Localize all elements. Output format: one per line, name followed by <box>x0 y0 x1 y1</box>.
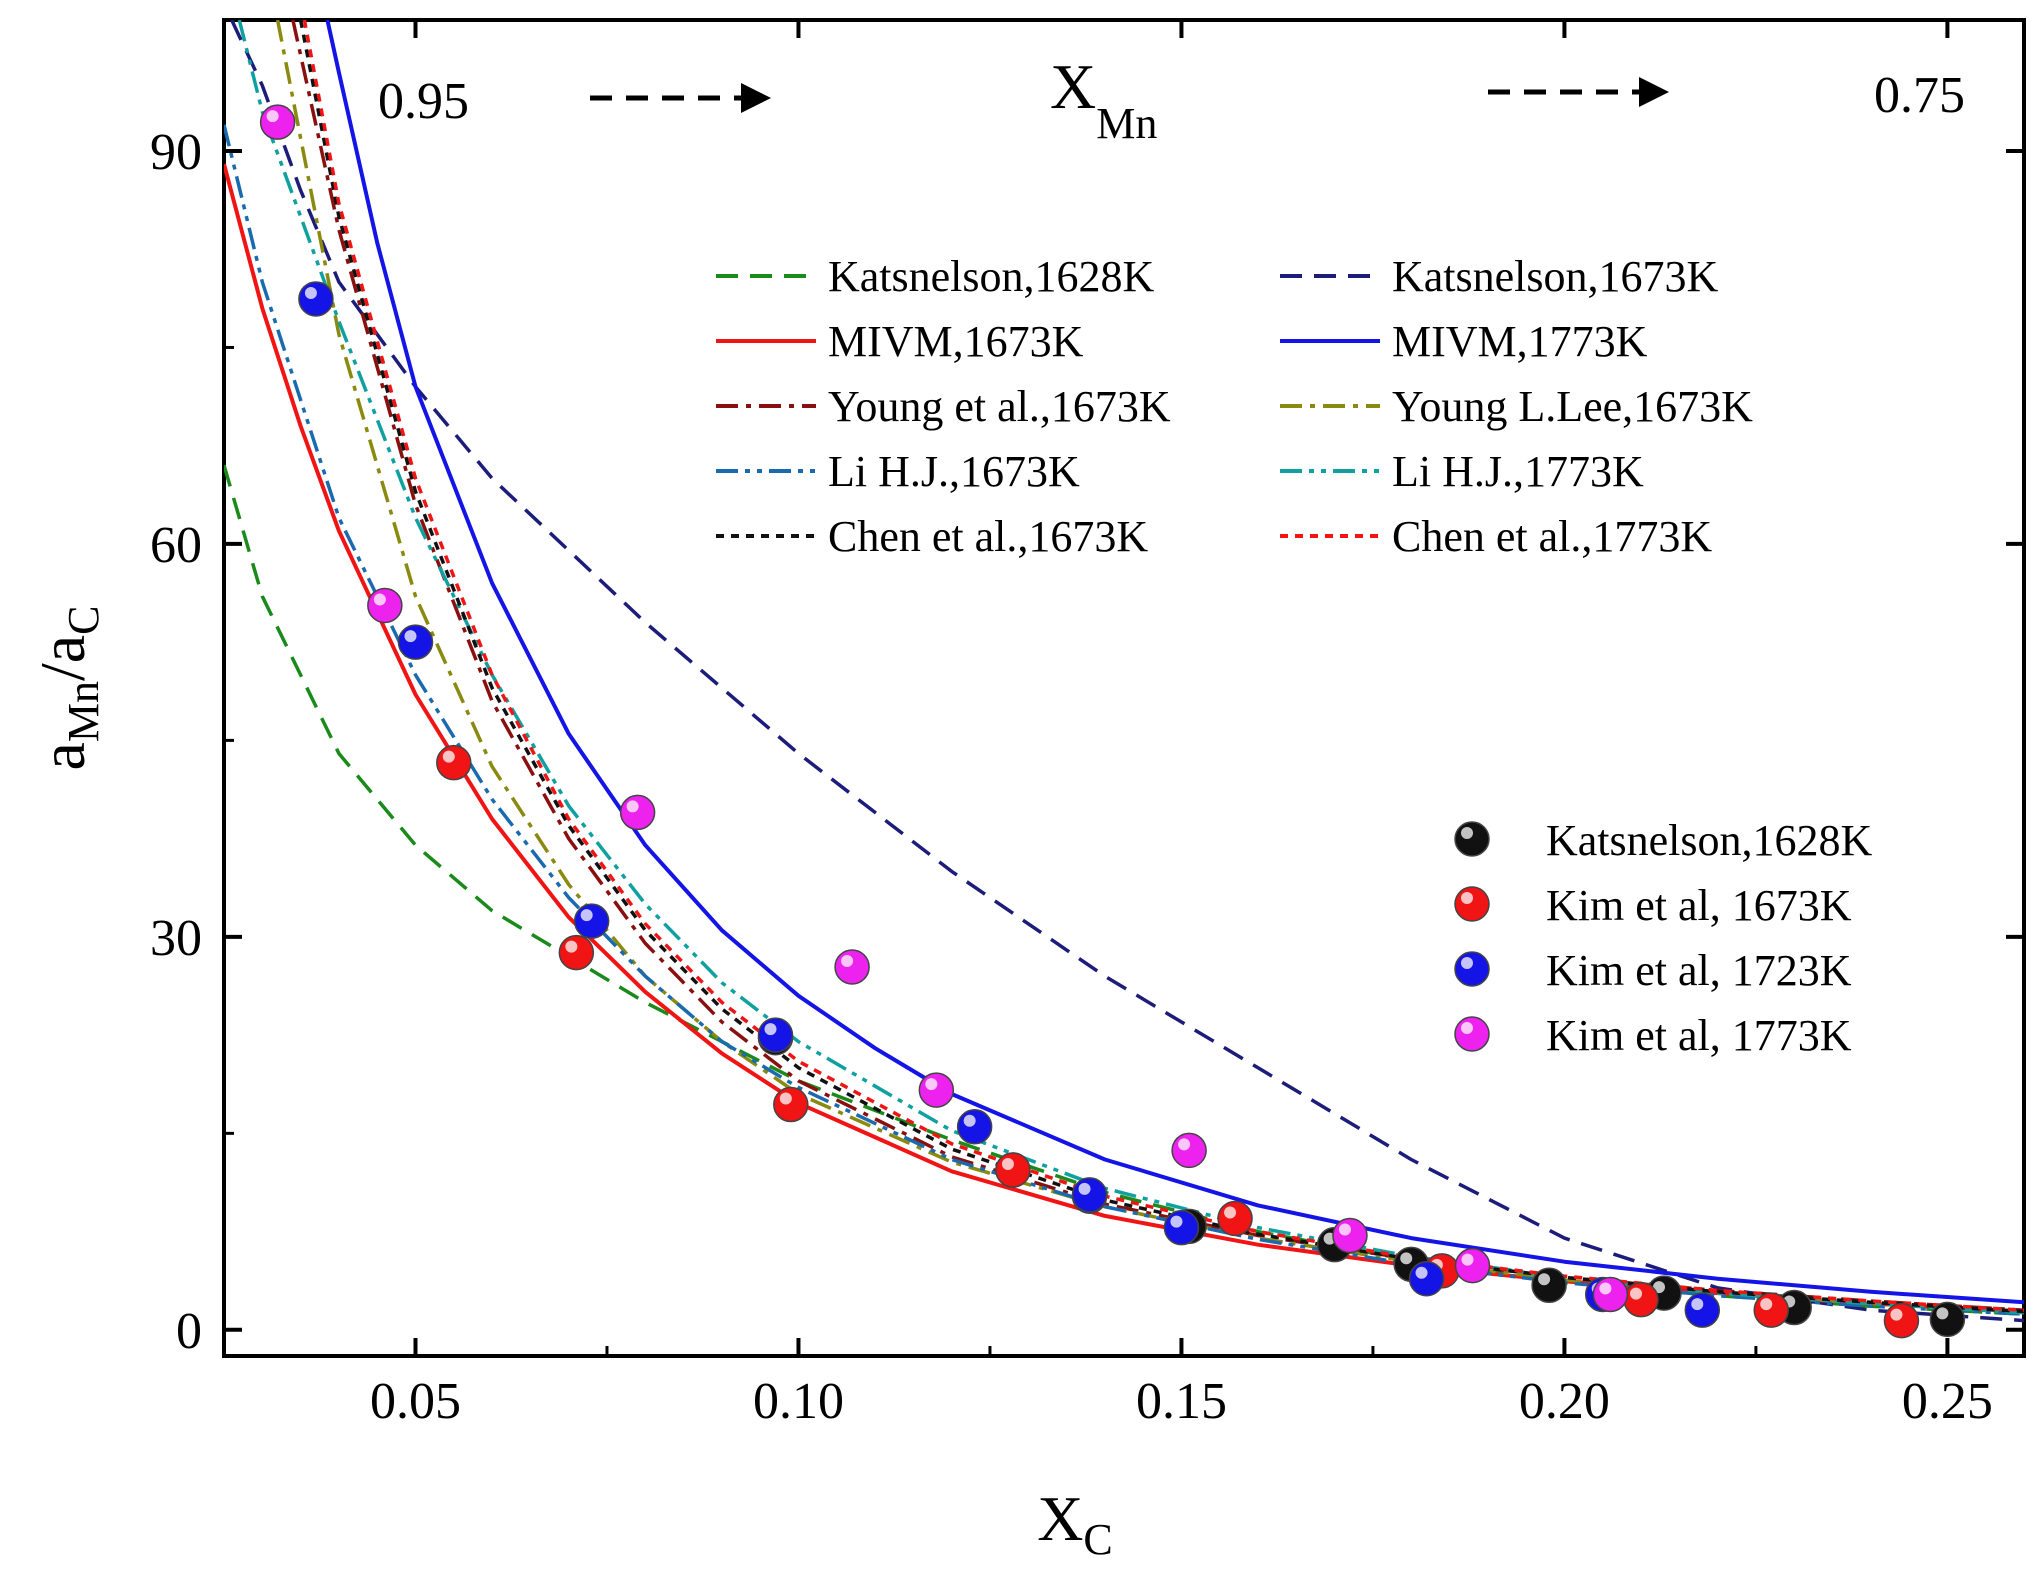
plot-frame <box>222 18 2026 1358</box>
legend-line-label: Katsnelson,1673K <box>1392 252 1719 301</box>
legend-marker-item: Kim et al, 1723K <box>1454 946 1852 995</box>
scatter-point-kim-et-al-1723k <box>1163 1209 1200 1246</box>
legend-line-item: Young L.Lee,1673K <box>1280 382 1753 431</box>
legend-marker-label: Kim et al, 1673K <box>1546 881 1852 930</box>
scatter-point-kim-et-al-1673k <box>1623 1281 1659 1318</box>
scatter-point-kim-et-al-1673k <box>1217 1200 1253 1237</box>
x-axis-title: XC <box>1037 1483 1113 1564</box>
scatter-point-katsnelson-1628k <box>1929 1301 1966 1338</box>
scatter-point-kim-et-al-1773k <box>1332 1217 1368 1254</box>
scatter-point-kim-et-al-1773k <box>834 949 870 985</box>
legend-line-item: Katsnelson,1673K <box>1280 252 1719 301</box>
top-right-value: 0.75 <box>1874 67 1965 124</box>
scatter-point-kim-et-al-1673k <box>558 934 595 971</box>
legend-marker-swatch <box>1454 951 1490 987</box>
x-tick-label: 0.10 <box>753 1373 844 1430</box>
legend-line-item: MIVM,1773K <box>1280 317 1648 366</box>
y-tick-label: 90 <box>150 124 202 181</box>
scatter-point-kim-et-al-1773k <box>1592 1276 1629 1313</box>
legend-line-label: Katsnelson,1628K <box>828 252 1155 301</box>
legend-line-item: Chen et al.,1673K <box>716 512 1148 561</box>
scatter-point-kim-et-al-1773k <box>1454 1247 1491 1284</box>
legend-marker-swatch <box>1454 1016 1490 1052</box>
top-left-value: 0.95 <box>378 73 469 130</box>
y-tick-label: 30 <box>150 910 202 967</box>
x-tick-label: 0.15 <box>1136 1373 1227 1430</box>
legend-line-item: Li H.J.,1773K <box>1280 447 1644 496</box>
scatter-point-kim-et-al-1773k <box>1171 1132 1207 1169</box>
scatter-point-kim-et-al-1673k <box>1753 1292 1789 1328</box>
scatter-point-kim-et-al-1673k <box>436 744 472 781</box>
marker-layer <box>259 104 1966 1339</box>
axis-layer: 0.05 0.10 0.15 0.20 0.25 0 30 60 90 <box>150 20 2024 1430</box>
scatter-point-kim-et-al-1723k <box>956 1109 993 1145</box>
legend-line-item: Li H.J.,1673K <box>716 447 1080 496</box>
legend-line-label: MIVM,1773K <box>1392 317 1648 366</box>
scatter-point-kim-et-al-1673k <box>1883 1302 1920 1339</box>
y-tick-label: 0 <box>176 1303 202 1360</box>
scatter-point-katsnelson-1628k <box>1531 1267 1567 1304</box>
legend-line-label: Young et al.,1673K <box>828 382 1171 431</box>
legend-line-item: Chen et al.,1773K <box>1280 512 1712 561</box>
legend-line-item: MIVM,1673K <box>716 317 1084 366</box>
scatter-point-kim-et-al-1723k <box>1071 1177 1108 1213</box>
scatter-point-kim-et-al-1773k <box>918 1072 955 1108</box>
y-tick-label: 60 <box>150 517 202 574</box>
scatter-point-kim-et-al-1773k <box>367 587 403 624</box>
scatter-point-kim-et-al-1723k <box>298 281 334 317</box>
legend-marker-item: Kim et al, 1773K <box>1454 1011 1852 1060</box>
series-line-katsnelson-1628k <box>224 464 2024 1316</box>
top-axis-label: XMn <box>1050 51 1157 148</box>
scatter-point-kim-et-al-1723k <box>757 1017 794 1053</box>
scatter-point-kim-et-al-1723k <box>1408 1260 1445 1297</box>
legend-marker-swatch <box>1454 821 1490 857</box>
marker-legend: Katsnelson,1628K Kim et al, 1673K Kim et a… <box>1454 816 1873 1060</box>
series-line-chen-et-al-1673k <box>298 20 2024 1314</box>
legend-line-item: Young et al.,1673K <box>716 382 1171 431</box>
legend-marker-swatch <box>1454 886 1490 922</box>
x-tick-label: 0.20 <box>1519 1373 1610 1430</box>
x-tick-label: 0.25 <box>1902 1373 1993 1430</box>
legend-line-label: MIVM,1673K <box>828 317 1084 366</box>
legend-marker-label: Katsnelson,1628K <box>1546 816 1873 865</box>
legend-line-label: Chen et al.,1773K <box>1392 512 1712 561</box>
legend-line-label: Young L.Lee,1673K <box>1392 382 1753 431</box>
scatter-point-kim-et-al-1723k <box>1684 1292 1721 1328</box>
legend-line-label: Li H.J.,1673K <box>828 447 1080 496</box>
scatter-point-kim-et-al-1723k <box>573 903 610 939</box>
y-axis-title: aMn/aC <box>27 605 108 770</box>
legend-marker-item: Kim et al, 1673K <box>1454 881 1852 930</box>
legend-marker-label: Kim et al, 1723K <box>1546 946 1852 995</box>
scatter-point-kim-et-al-1673k <box>995 1152 1031 1188</box>
scatter-point-kim-et-al-1773k <box>619 794 656 831</box>
series-line-mivm-1773k <box>325 20 2024 1305</box>
scatter-point-kim-et-al-1723k <box>397 624 434 660</box>
series-line-katsnelson-1673k <box>230 20 2024 1323</box>
legend-line-label: Li H.J.,1773K <box>1392 447 1644 496</box>
legend-marker-label: Kim et al, 1773K <box>1546 1011 1852 1060</box>
scatter-point-kim-et-al-1773k <box>259 104 296 140</box>
legend-line-item: Katsnelson,1628K <box>716 252 1155 301</box>
series-line-li-h-j-1673k <box>224 124 2024 1316</box>
legend-marker-item: Katsnelson,1628K <box>1454 816 1873 865</box>
scatter-point-kim-et-al-1673k <box>773 1086 809 1123</box>
x-tick-label: 0.05 <box>370 1373 461 1430</box>
top-axis-annotation: 0.95 XMn 0.75 <box>378 51 1965 148</box>
line-legend: Katsnelson,1628K Katsnelson,1673K MIVM,167… <box>716 252 1753 561</box>
legend-line-label: Chen et al.,1673K <box>828 512 1148 561</box>
